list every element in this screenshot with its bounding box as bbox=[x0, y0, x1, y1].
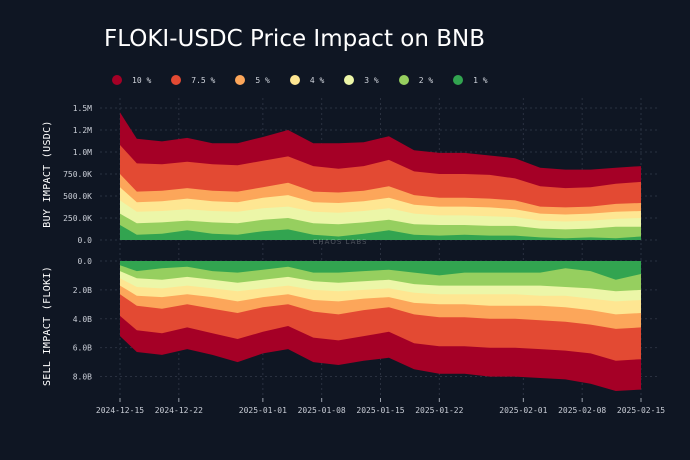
y-tick-label: 1.2M bbox=[73, 126, 92, 135]
legend-item: 4 % bbox=[289, 75, 325, 85]
legend-label: 1 % bbox=[473, 75, 488, 85]
area-series-6 bbox=[120, 225, 641, 240]
y-tick-label: 250.0K bbox=[63, 214, 92, 223]
x-tick-label: 2025-02-08 bbox=[558, 406, 606, 415]
x-tick-label: 2024-12-15 bbox=[96, 406, 144, 415]
legend-label: 10 % bbox=[132, 75, 152, 85]
area-series-6 bbox=[120, 261, 641, 280]
x-tick-label: 2025-02-15 bbox=[617, 406, 665, 415]
legend-item: 7.5 % bbox=[171, 75, 215, 85]
y-tick-label: 2.0B bbox=[73, 286, 92, 295]
x-tick-label: 2024-12-22 bbox=[155, 406, 203, 415]
legend-swatch bbox=[171, 75, 182, 85]
legend-swatch bbox=[289, 75, 300, 85]
y-tick-label: 1.0M bbox=[73, 148, 92, 157]
legend-item: 1 % bbox=[453, 75, 488, 85]
legend-label: 3 % bbox=[364, 75, 379, 85]
legend-item: 3 % bbox=[344, 75, 379, 85]
x-tick-label: 2025-01-01 bbox=[239, 406, 287, 415]
legend-swatch bbox=[235, 75, 246, 85]
legend-swatch bbox=[112, 75, 122, 85]
x-tick-label: 2025-01-15 bbox=[356, 406, 404, 415]
y-axis-label: BUY IMPACT (USDC) bbox=[42, 120, 53, 227]
y-tick-label: 750.0K bbox=[63, 170, 92, 179]
legend-item: 2 % bbox=[398, 75, 434, 85]
legend-item: 5 % bbox=[235, 75, 270, 85]
x-tick-label: 2025-01-22 bbox=[415, 406, 463, 415]
x-tick-label: 2025-02-01 bbox=[499, 406, 547, 415]
chart-legend: 10 % 7.5 % 5 % 4 % 3 % 2 % 1 % bbox=[112, 72, 508, 88]
legend-swatch bbox=[344, 75, 355, 85]
y-tick-label: 8.0B bbox=[73, 373, 92, 382]
y-tick-label: 0.0 bbox=[78, 257, 93, 266]
legend-label: 5 % bbox=[255, 75, 270, 85]
legend-swatch bbox=[398, 75, 409, 85]
legend-label: 2 % bbox=[418, 75, 434, 85]
y-tick-label: 500.0K bbox=[63, 192, 92, 201]
y-axis-label: SELL IMPACT (FLOKI) bbox=[42, 266, 53, 386]
chart-title: FLOKI-USDC Price Impact on BNB bbox=[104, 26, 486, 52]
watermark: CHAOS LABS bbox=[313, 238, 368, 246]
y-tick-label: 6.0B bbox=[73, 344, 92, 353]
y-tick-label: 4.0B bbox=[73, 315, 92, 324]
legend-swatch bbox=[453, 75, 464, 85]
legend-label: 4 % bbox=[309, 75, 325, 85]
legend-item: 10 % bbox=[112, 75, 151, 85]
legend-label: 7.5 % bbox=[191, 75, 216, 85]
y-tick-label: 0.0 bbox=[78, 236, 93, 245]
y-tick-label: 1.5M bbox=[73, 104, 92, 113]
x-tick-label: 2025-01-08 bbox=[298, 406, 346, 415]
